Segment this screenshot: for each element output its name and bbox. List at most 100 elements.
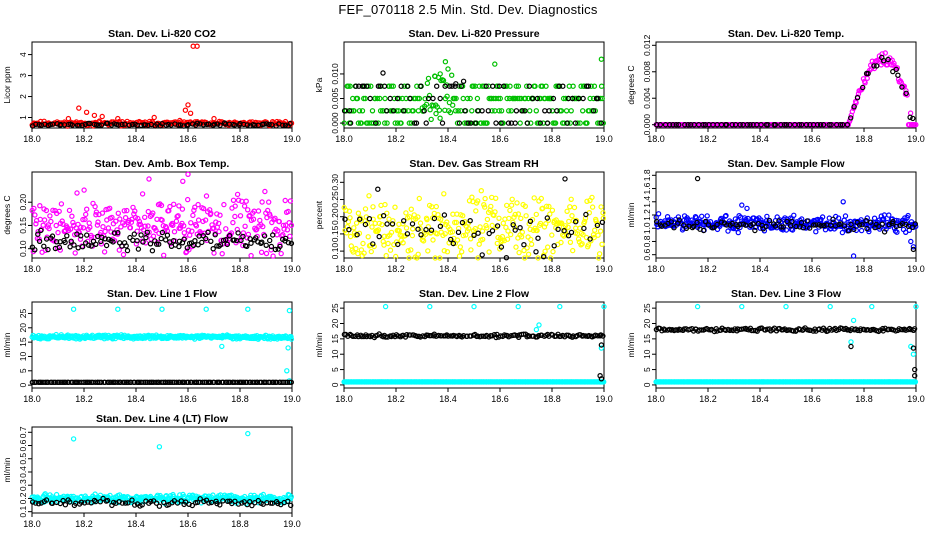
y-axis-label: kPa xyxy=(314,77,324,92)
data-point xyxy=(413,120,420,126)
data-point xyxy=(528,241,535,247)
data-point xyxy=(145,223,151,229)
data-point xyxy=(78,224,84,230)
data-point xyxy=(705,222,712,228)
data-point xyxy=(103,242,110,249)
data-point xyxy=(676,121,682,128)
data-point xyxy=(122,214,129,221)
y-tick-label: 0.1 xyxy=(18,506,28,518)
data-point xyxy=(581,218,588,225)
data-point xyxy=(215,220,222,227)
data-point xyxy=(544,215,551,221)
data-point xyxy=(517,224,523,231)
data-point xyxy=(704,213,710,219)
data-point xyxy=(70,219,76,226)
data-point xyxy=(664,213,671,220)
data-point xyxy=(811,222,817,228)
data-point xyxy=(483,83,489,89)
data-point xyxy=(476,83,482,89)
plot-frame xyxy=(31,41,293,129)
data-point xyxy=(382,95,388,102)
x-tick-label: 18.4 xyxy=(127,134,145,144)
data-point xyxy=(115,306,121,312)
data-point xyxy=(466,225,472,232)
data-point xyxy=(515,211,522,217)
chart-title: Stan. Dev. Li-820 Pressure xyxy=(408,28,539,40)
data-point xyxy=(475,255,481,261)
data-point xyxy=(550,248,556,255)
data-point xyxy=(64,233,70,239)
x-tick-label: 18.0 xyxy=(647,264,665,274)
data-point xyxy=(537,120,544,126)
data-point xyxy=(517,120,523,126)
data-point xyxy=(498,108,505,114)
chart-line1: Stan. Dev. Line 1 Flow 18.0 18.2 18.4 18.6 18… xyxy=(2,288,301,404)
data-point xyxy=(355,120,362,126)
y-tick-label: 0.3 xyxy=(18,479,28,491)
data-point xyxy=(382,120,388,126)
data-point xyxy=(594,222,601,229)
data-point xyxy=(467,217,473,224)
data-point xyxy=(714,221,720,228)
series-reference xyxy=(341,331,606,382)
data-point xyxy=(737,121,743,128)
data-point xyxy=(374,95,381,102)
data-point xyxy=(494,223,501,229)
data-point xyxy=(557,303,563,310)
x-tick-label: 18.2 xyxy=(75,394,93,404)
data-point xyxy=(263,121,270,127)
data-point xyxy=(670,121,676,128)
data-point xyxy=(437,223,444,229)
data-point xyxy=(416,195,422,202)
y-tick-label: 20 xyxy=(18,323,28,333)
data-point xyxy=(436,107,443,113)
data-point xyxy=(376,233,382,240)
data-point xyxy=(180,223,187,229)
data-point xyxy=(288,336,295,342)
data-point xyxy=(191,207,197,213)
data-point xyxy=(195,217,202,223)
data-point xyxy=(100,223,106,230)
data-point xyxy=(471,232,477,238)
data-point xyxy=(221,201,227,208)
data-point xyxy=(514,200,520,206)
data-point xyxy=(394,120,401,126)
data-point xyxy=(444,219,450,225)
data-point xyxy=(116,247,123,253)
data-point xyxy=(909,224,916,230)
data-point xyxy=(542,108,548,114)
data-point xyxy=(458,83,464,89)
x-tick-label: 18.0 xyxy=(647,394,665,404)
data-point xyxy=(865,70,871,77)
data-point xyxy=(91,121,98,128)
data-point xyxy=(848,221,854,228)
data-point xyxy=(758,121,764,128)
data-point xyxy=(840,199,846,205)
y-tick-label: 10 xyxy=(18,351,28,361)
data-point xyxy=(673,121,679,128)
data-point xyxy=(725,228,731,234)
data-point xyxy=(382,201,388,208)
x-tick-label: 18.6 xyxy=(179,519,197,529)
y-tick-label: 15 xyxy=(18,337,28,347)
data-point xyxy=(146,176,152,182)
data-point xyxy=(425,75,432,82)
data-point xyxy=(694,303,701,310)
y-tick-label: 0.6 xyxy=(642,249,652,261)
data-point xyxy=(685,121,691,128)
y-tick-label: 3 xyxy=(18,73,28,78)
data-point xyxy=(512,227,518,233)
data-point xyxy=(223,226,229,232)
data-point xyxy=(659,223,665,229)
data-point xyxy=(261,233,268,239)
data-point xyxy=(181,230,187,236)
data-point xyxy=(49,233,56,239)
data-point xyxy=(533,249,539,255)
data-point xyxy=(362,221,369,228)
chart-rh: Stan. Dev. Gas Stream RH 18.0 18.2 18.4 18.6… xyxy=(314,158,613,274)
data-point xyxy=(164,232,171,238)
data-point xyxy=(527,226,533,232)
data-point xyxy=(282,122,289,129)
data-point xyxy=(486,230,492,237)
data-point xyxy=(783,121,790,128)
